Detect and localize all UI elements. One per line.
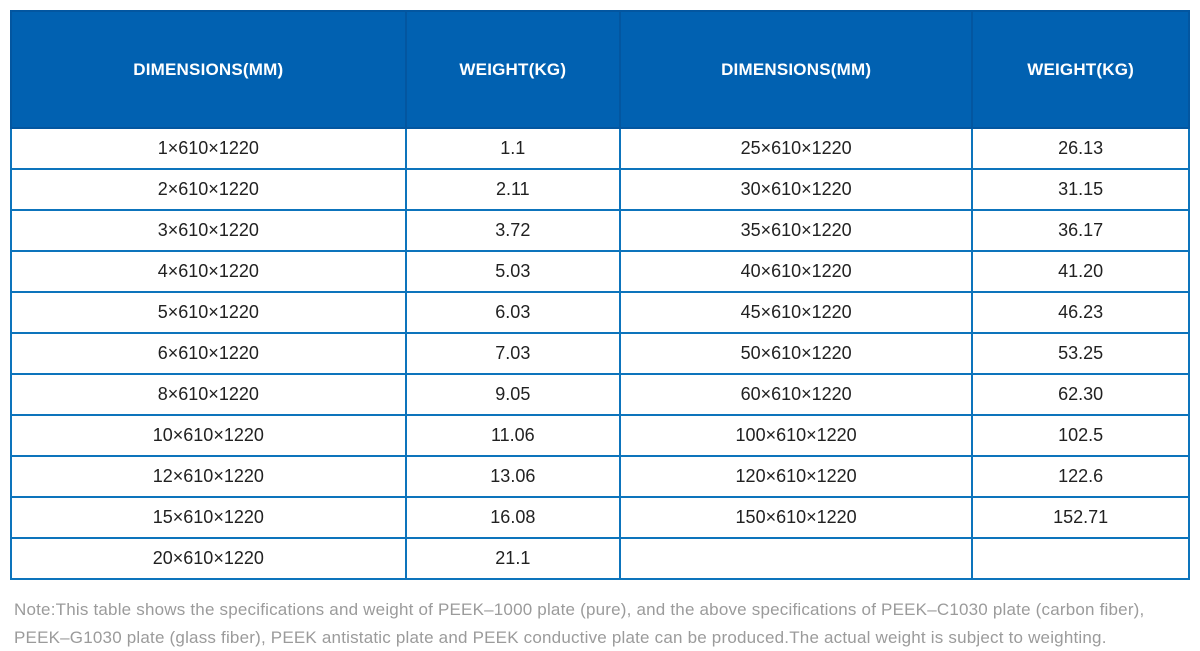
table-header-row: DIMENSIONS(MM) WEIGHT(KG) DIMENSIONS(MM) WE…	[10, 10, 1190, 129]
table-row: 8×610×1220 9.05 60×610×1220 62.30	[10, 373, 1190, 416]
table-cell: 25×610×1220	[619, 127, 974, 170]
table-cell: 7.03	[404, 332, 622, 375]
table-cell: 152.71	[971, 496, 1190, 539]
table-row: 10×610×1220 11.06 100×610×1220 102.5	[10, 414, 1190, 457]
table-cell: 45×610×1220	[619, 291, 974, 334]
table-row: 12×610×1220 13.06 120×610×1220 122.6	[10, 455, 1190, 498]
column-header-2: WEIGHT(KG)	[404, 10, 622, 129]
table-cell: 60×610×1220	[619, 373, 974, 416]
table-cell: 5×610×1220	[10, 291, 407, 334]
column-header-3: DIMENSIONS(MM)	[619, 10, 974, 129]
table-cell: 5.03	[404, 250, 622, 293]
table-cell: 6.03	[404, 291, 622, 334]
table-cell: 40×610×1220	[619, 250, 974, 293]
table-cell: 6×610×1220	[10, 332, 407, 375]
table-cell: 46.23	[971, 291, 1190, 334]
table-cell: 10×610×1220	[10, 414, 407, 457]
table-cell: 100×610×1220	[619, 414, 974, 457]
table-row: 6×610×1220 7.03 50×610×1220 53.25	[10, 332, 1190, 375]
table-cell: 16.08	[404, 496, 622, 539]
table-cell: 120×610×1220	[619, 455, 974, 498]
table-cell: 35×610×1220	[619, 209, 974, 252]
table-cell: 41.20	[971, 250, 1190, 293]
table-cell: 4×610×1220	[10, 250, 407, 293]
table-cell: 30×610×1220	[619, 168, 974, 211]
table-cell: 15×610×1220	[10, 496, 407, 539]
table-cell: 12×610×1220	[10, 455, 407, 498]
table-cell: 8×610×1220	[10, 373, 407, 416]
table-row: 4×610×1220 5.03 40×610×1220 41.20	[10, 250, 1190, 293]
table-cell: 150×610×1220	[619, 496, 974, 539]
table-cell: 31.15	[971, 168, 1190, 211]
column-header-4: WEIGHT(KG)	[971, 10, 1190, 129]
table-cell: 1×610×1220	[10, 127, 407, 170]
table-row: 3×610×1220 3.72 35×610×1220 36.17	[10, 209, 1190, 252]
table-cell: 1.1	[404, 127, 622, 170]
spec-weight-table: DIMENSIONS(MM) WEIGHT(KG) DIMENSIONS(MM) WE…	[10, 10, 1190, 580]
table-cell: 2.11	[404, 168, 622, 211]
table-row: 5×610×1220 6.03 45×610×1220 46.23	[10, 291, 1190, 334]
table-cell: 122.6	[971, 455, 1190, 498]
table-cell: 20×610×1220	[10, 537, 407, 580]
table-cell: 36.17	[971, 209, 1190, 252]
table-cell	[619, 537, 974, 580]
table-cell: 26.13	[971, 127, 1190, 170]
table-cell: 102.5	[971, 414, 1190, 457]
table-cell: 21.1	[404, 537, 622, 580]
table-cell: 62.30	[971, 373, 1190, 416]
table-cell: 2×610×1220	[10, 168, 407, 211]
table-cell: 9.05	[404, 373, 622, 416]
note-line-2: PEEK–G1030 plate (glass fiber), PEEK ant…	[14, 627, 1107, 647]
table-cell: 53.25	[971, 332, 1190, 375]
table-cell: 3.72	[404, 209, 622, 252]
table-cell: 11.06	[404, 414, 622, 457]
table-cell: 50×610×1220	[619, 332, 974, 375]
table-cell	[971, 537, 1190, 580]
note-text: Note:This table shows the specifications…	[10, 580, 1190, 651]
table-row: 20×610×1220 21.1	[10, 537, 1190, 580]
table-cell: 3×610×1220	[10, 209, 407, 252]
note-line-1: Note:This table shows the specifications…	[14, 600, 1145, 619]
table-row: 2×610×1220 2.11 30×610×1220 31.15	[10, 168, 1190, 211]
table-cell: 13.06	[404, 455, 622, 498]
table-row: 1×610×1220 1.1 25×610×1220 26.13	[10, 127, 1190, 170]
table-row: 15×610×1220 16.08 150×610×1220 152.71	[10, 496, 1190, 539]
column-header-1: DIMENSIONS(MM)	[10, 10, 407, 129]
